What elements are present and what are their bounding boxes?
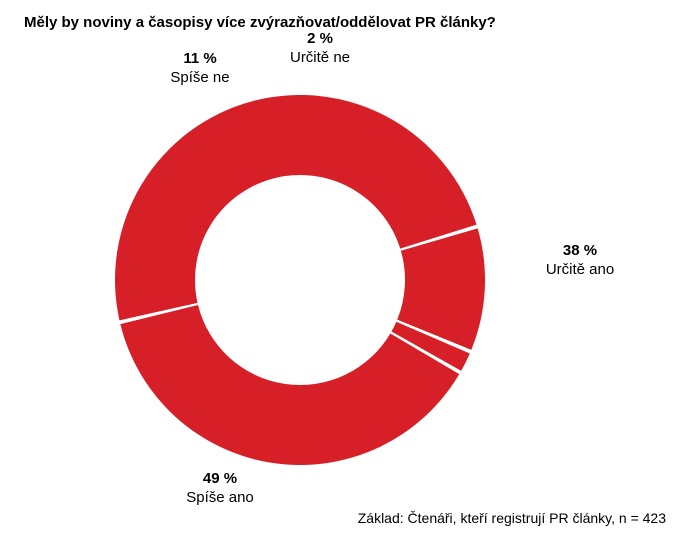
slice-label-urcite-ano: 38 % Určitě ano xyxy=(530,242,630,280)
slice-name: Určitě ne xyxy=(290,49,350,66)
slice-pct: 2 % xyxy=(307,30,333,47)
slice-label-spise-ne: 11 % Spíše ne xyxy=(150,50,250,88)
slice-pct: 38 % xyxy=(563,242,597,259)
slice-label-spise-ano: 49 % Spíše ano xyxy=(170,470,270,508)
slice-label-urcite-ne: 2 % Určitě ne xyxy=(270,30,370,68)
slice-pct: 11 % xyxy=(183,50,216,67)
chart-footer: Základ: Čtenáři, kteří registrují PR člá… xyxy=(358,510,666,526)
slice-name: Spíše ne xyxy=(170,69,229,86)
slice-pct: 49 % xyxy=(203,470,237,487)
slice-name: Spíše ano xyxy=(186,489,254,506)
slice-name: Určitě ano xyxy=(546,261,614,278)
